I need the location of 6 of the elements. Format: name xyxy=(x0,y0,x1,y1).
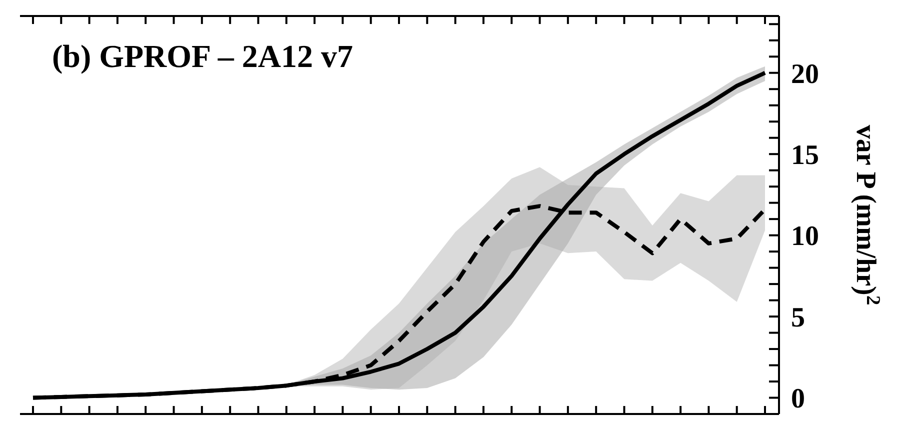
y-tick-label: 15 xyxy=(791,140,819,172)
y-tick-label: 0 xyxy=(791,384,805,415)
y-tick-label: 5 xyxy=(791,302,805,334)
text: (b) GPROF – 2A12 v7 xyxy=(52,38,354,75)
y-tick-label: 20 xyxy=(791,58,819,90)
y-tick-label: 10 xyxy=(791,221,819,252)
